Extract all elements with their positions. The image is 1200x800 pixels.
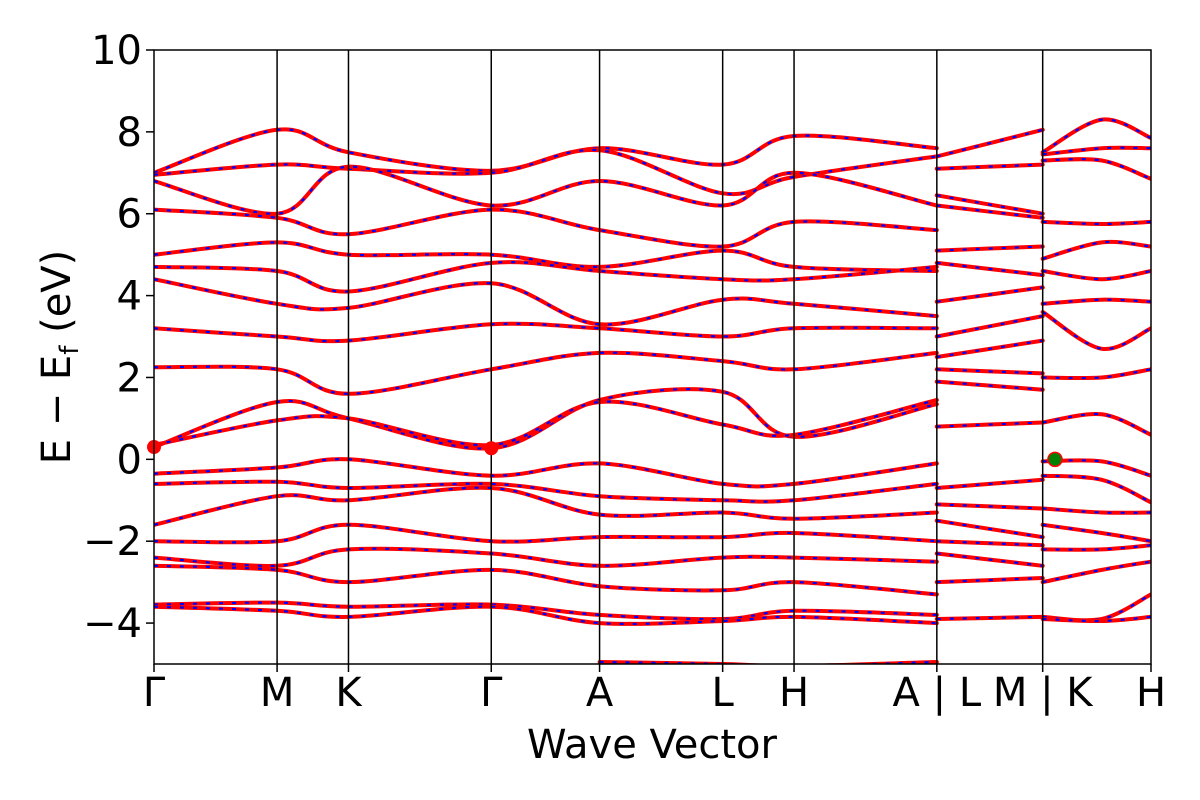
band-overlay-20 [936, 128, 1043, 158]
band-overlay-25 [936, 261, 1043, 277]
band-overlay-39 [1042, 118, 1151, 154]
plot-frame [153, 49, 1152, 665]
band-overlay-50 [1042, 474, 1151, 504]
band-overlay-30 [936, 380, 1043, 391]
band-overlay-44 [1042, 269, 1151, 281]
band-overlay-1 [154, 148, 937, 196]
x-tick-label-2: K [335, 670, 363, 716]
band-overlay-33 [936, 503, 1043, 510]
band-9 [154, 387, 939, 451]
band-overlay-28 [936, 339, 1043, 359]
band-46 [1040, 310, 1151, 351]
band-overlay-8 [154, 351, 937, 395]
band-overlay-36 [936, 552, 1043, 567]
band-overlay-54 [1042, 560, 1151, 584]
x-tick-label-0: Γ [143, 670, 166, 716]
band-overlay-10 [154, 398, 938, 447]
band-overlay-29 [936, 368, 1043, 375]
y-axis-label-subscript: f [55, 345, 85, 355]
band-overlay-15 [154, 547, 937, 568]
band-2 [154, 164, 939, 216]
band-overlay-35 [936, 540, 1043, 547]
band-overlay-31 [936, 421, 1043, 428]
band-overlay-56 [1042, 615, 1151, 623]
band-overlay-17 [154, 601, 937, 621]
y-tick-label-4: 4 [117, 274, 142, 320]
band-overlay-43 [1042, 240, 1151, 260]
band-4 [154, 240, 939, 273]
band-8 [154, 350, 939, 396]
x-tick-label-6: H [779, 670, 809, 716]
x-tick-label-7: A | L [893, 670, 982, 716]
band-overlay-9 [154, 388, 938, 450]
band-overlay-14 [154, 523, 937, 544]
band-1 [154, 147, 939, 197]
band-13 [154, 485, 939, 527]
band-overlay-7 [154, 322, 937, 343]
x-tick-label-1: M [260, 670, 295, 716]
y-tick-label-6: 8 [117, 110, 142, 156]
band-overlay-2 [154, 165, 938, 215]
band-overlay-41 [1042, 158, 1151, 180]
y-axis-ticks: −4 −2 0 2 4 6 8 10 [83, 28, 154, 647]
band-overlay-53 [1042, 544, 1151, 551]
band-7 [154, 321, 939, 344]
y-axis-label: E − Ef (eV) [34, 250, 85, 465]
band-55 [1040, 592, 1151, 623]
band-41 [1040, 157, 1151, 181]
kpoint-lines [276, 50, 1044, 664]
band-10 [154, 398, 939, 448]
band-overlay-38 [936, 615, 1043, 621]
band-overlay-16 [154, 564, 937, 596]
y-axis-label-main: E − E [34, 355, 80, 465]
band-overlay-22 [936, 194, 1043, 215]
band-overlay-46 [1042, 311, 1151, 350]
band-overlay-6 [154, 278, 937, 326]
y-axis-label-unit: (eV) [34, 250, 80, 346]
band-overlay-3 [154, 208, 937, 248]
x-tick-label-3: Γ [480, 670, 503, 716]
band-overlay-37 [936, 576, 1043, 584]
band-overlay-24 [936, 245, 1043, 252]
x-axis-label: Wave Vector [527, 722, 778, 768]
x-tick-label-9: H [1136, 670, 1166, 716]
band-15 [154, 546, 939, 568]
band-overlay-48 [1042, 412, 1151, 436]
band-overlay-55 [1042, 593, 1151, 622]
band-overlay-5 [154, 261, 937, 293]
band-overlay-40 [1042, 146, 1151, 156]
band-48 [1040, 412, 1151, 437]
bands-layer [154, 117, 1151, 664]
y-tick-label-1: −2 [83, 519, 142, 565]
band-overlay-26 [936, 286, 1043, 303]
x-tick-label-4: A [586, 670, 614, 716]
x-tick-label-8: M | K [993, 670, 1094, 716]
band-overlay-47 [1042, 368, 1151, 380]
y-tick-label-2: 0 [117, 437, 142, 483]
band-overlay-45 [1042, 298, 1151, 305]
y-tick-label-7: 10 [91, 28, 142, 74]
band-overlay-27 [936, 315, 1043, 338]
y-tick-label-0: −4 [83, 601, 142, 647]
band-overlay-12 [154, 480, 937, 503]
band-overlay-32 [936, 478, 1043, 490]
band-overlay-42 [1042, 220, 1151, 226]
band-overlay-21 [936, 163, 1043, 170]
y-tick-label-3: 2 [117, 355, 142, 401]
vbm-marker-2 [1047, 451, 1063, 468]
band-overlay-34 [936, 519, 1043, 539]
band-overlay-52 [1042, 523, 1151, 543]
band-14 [154, 522, 939, 545]
band-overlay-51 [1042, 507, 1151, 514]
x-tick-label-5: L [712, 670, 735, 716]
cbm-marker-1 [484, 441, 499, 456]
band-overlay-13 [154, 486, 937, 526]
y-tick-label-5: 6 [117, 192, 142, 238]
band-overlay-18 [154, 605, 937, 626]
band-overlay-23 [936, 204, 1043, 219]
